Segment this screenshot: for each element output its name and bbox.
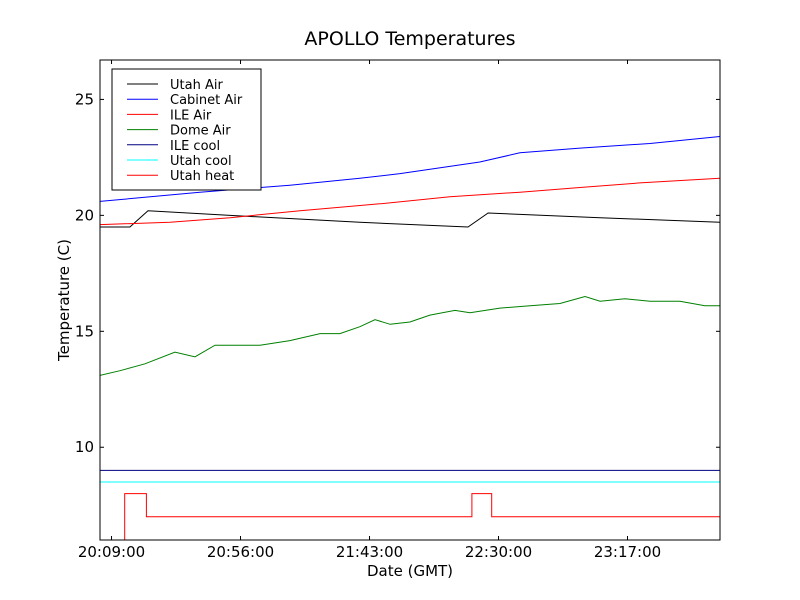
x-tick-label: 22:30:00 <box>465 543 532 561</box>
legend-label: ILE Air <box>170 108 212 123</box>
legend-label: ILE cool <box>170 139 220 154</box>
legend-label: Dome Air <box>170 124 231 139</box>
y-tick-label: 20 <box>75 206 94 224</box>
series-line-ile-air <box>100 177 720 226</box>
y-axis-label: Temperature (C) <box>55 239 73 362</box>
x-tick-label: 21:43:00 <box>336 543 403 561</box>
x-tick-label: 20:09:00 <box>78 543 145 561</box>
legend-label: Utah heat <box>170 169 234 184</box>
axis-ticks: 20:09:00 20:56:00 21:43:00 22:30:00 23:17:00… <box>75 60 720 561</box>
y-tick-label: 15 <box>75 322 94 340</box>
series-line-utah-heat <box>100 493 720 540</box>
legend-label: Cabinet Air <box>170 93 243 108</box>
series-line-utah-air <box>100 210 720 228</box>
series-line-dome-air <box>100 295 720 376</box>
y-tick-label: 10 <box>75 438 94 456</box>
x-axis-label: Date (GMT) <box>367 562 453 580</box>
y-tick-label: 25 <box>75 90 94 108</box>
x-tick-label: 20:56:00 <box>207 543 274 561</box>
chart-title: APOLLO Temperatures <box>304 28 515 50</box>
legend-label: Utah cool <box>170 154 232 169</box>
x-tick-label: 23:17:00 <box>594 543 661 561</box>
plot-frame <box>99 59 721 541</box>
legend-label: Utah Air <box>170 78 223 93</box>
